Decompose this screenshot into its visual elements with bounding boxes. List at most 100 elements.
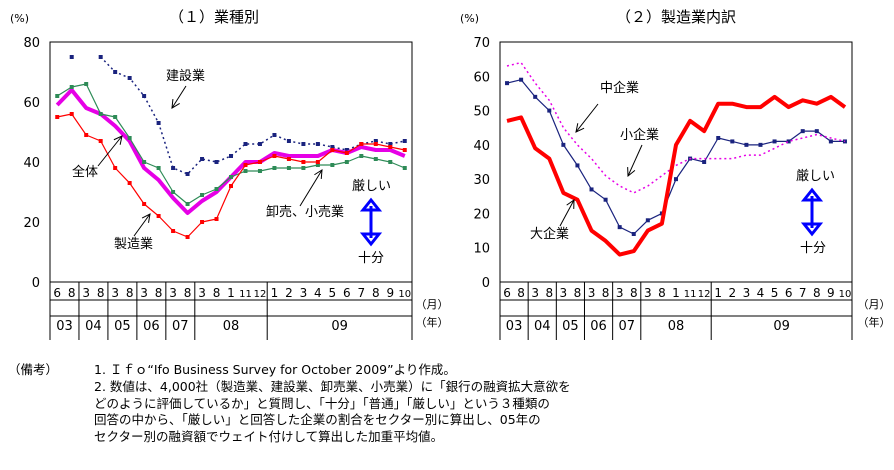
annotation-arrowhead: [113, 135, 123, 145]
x-tick-label: 8: [658, 286, 666, 300]
data-point: [113, 70, 118, 74]
data-point: [200, 157, 205, 161]
annotation-arrow: [627, 144, 643, 177]
year-label: 09: [331, 319, 348, 334]
data-point: [171, 166, 176, 170]
x-tick-label: 10: [398, 289, 411, 300]
notes-label: （備考）: [8, 362, 59, 377]
data-point: [257, 160, 262, 164]
data-point: [330, 145, 335, 149]
annotation-arrowhead: [566, 199, 575, 209]
annotation-arrow: [97, 135, 123, 167]
x-tick-label: 3: [198, 286, 206, 300]
x-tick-label: 9: [827, 286, 835, 300]
data-point: [786, 139, 791, 144]
data-point: [243, 169, 248, 173]
data-point: [113, 115, 118, 119]
data-point: [113, 166, 118, 170]
x-tick-label: 3: [531, 286, 539, 300]
x-tick-label: 10: [839, 289, 852, 300]
data-point: [344, 151, 349, 155]
x-tick-label: 8: [126, 286, 134, 300]
x-tick-label: 2: [728, 286, 736, 300]
data-point: [301, 160, 306, 164]
year-label: 05: [114, 319, 131, 334]
data-point: [98, 112, 103, 116]
data-point: [286, 157, 291, 161]
x-tick-label: 8: [155, 286, 163, 300]
data-point: [243, 142, 248, 146]
x-tick-label: 3: [140, 286, 148, 300]
x-tick-label: 8: [97, 286, 105, 300]
data-point: [69, 85, 74, 89]
x-tick-label: 4: [757, 286, 765, 300]
data-point: [702, 160, 707, 164]
annotation-label: 建設業: [166, 68, 205, 84]
y-tick-label: 80: [23, 36, 40, 51]
x-tick-label: 3: [300, 286, 308, 300]
data-point: [519, 77, 524, 82]
annotation-arrowhead: [314, 169, 323, 179]
year-label: 08: [223, 319, 240, 334]
series-line-小企業: [506, 61, 846, 194]
data-point: [631, 232, 636, 236]
data-point: [800, 129, 805, 134]
data-point: [505, 81, 510, 86]
data-point: [257, 169, 262, 173]
x-tick-label: 8: [184, 286, 192, 300]
x-tick-label: 1: [672, 286, 680, 300]
data-point: [229, 175, 233, 179]
note-item-1: 1. Ｉｆｏ“Ifo Business Survey for October 2…: [94, 362, 456, 377]
data-point: [171, 190, 176, 194]
x-tick-label: 3: [644, 286, 652, 300]
year-label: 03: [56, 319, 73, 334]
y-tick-label: 40: [23, 156, 40, 171]
data-point: [772, 139, 777, 144]
month-unit-label: （月）: [416, 298, 449, 311]
data-point: [828, 139, 833, 144]
x-tick-label: 5: [771, 286, 779, 300]
x-tick-label: 3: [82, 286, 90, 300]
data-point: [603, 197, 608, 202]
data-point: [344, 160, 349, 164]
x-tick-label: 12: [698, 289, 711, 300]
data-point: [344, 148, 349, 152]
annotation-label: 十分: [800, 241, 826, 256]
year-label: 07: [618, 319, 635, 334]
data-point: [373, 139, 378, 143]
annotation-label: 厳しい: [796, 169, 835, 184]
annotation-arrow: [559, 199, 575, 227]
data-point: [142, 202, 147, 206]
x-tick-label: 8: [545, 286, 553, 300]
annotation-arrow: [133, 213, 151, 237]
x-tick-label: 6: [343, 286, 351, 300]
year-label: 03: [506, 319, 523, 334]
data-point: [561, 142, 566, 147]
x-tick-label: 8: [813, 286, 821, 300]
y-tick-label: 70: [473, 36, 490, 51]
x-tick-label: 11: [239, 289, 252, 300]
year-label: 07: [172, 319, 189, 334]
data-point: [84, 82, 89, 86]
annotation-arrowhead: [171, 99, 180, 109]
y-tick-label: 10: [473, 242, 490, 257]
x-tick-label: 3: [588, 286, 596, 300]
x-tick-label: 1: [714, 286, 722, 300]
data-point: [402, 148, 407, 152]
year-label: 08: [668, 319, 685, 334]
scale-arrow-down-icon: [800, 222, 824, 237]
y-tick-label: 30: [473, 173, 490, 188]
year-unit-label: （年）: [416, 315, 449, 329]
data-point: [171, 229, 176, 233]
year-label: 05: [562, 319, 579, 334]
x-tick-label: 8: [517, 286, 525, 300]
data-point: [315, 163, 320, 167]
data-point: [257, 142, 262, 146]
data-point: [185, 172, 190, 176]
data-point: [243, 163, 248, 167]
scale-arrow-up-icon: [800, 187, 824, 202]
data-point: [373, 157, 378, 161]
year-unit-label: （年）: [858, 315, 891, 329]
data-point: [98, 139, 103, 143]
data-point: [674, 177, 678, 182]
